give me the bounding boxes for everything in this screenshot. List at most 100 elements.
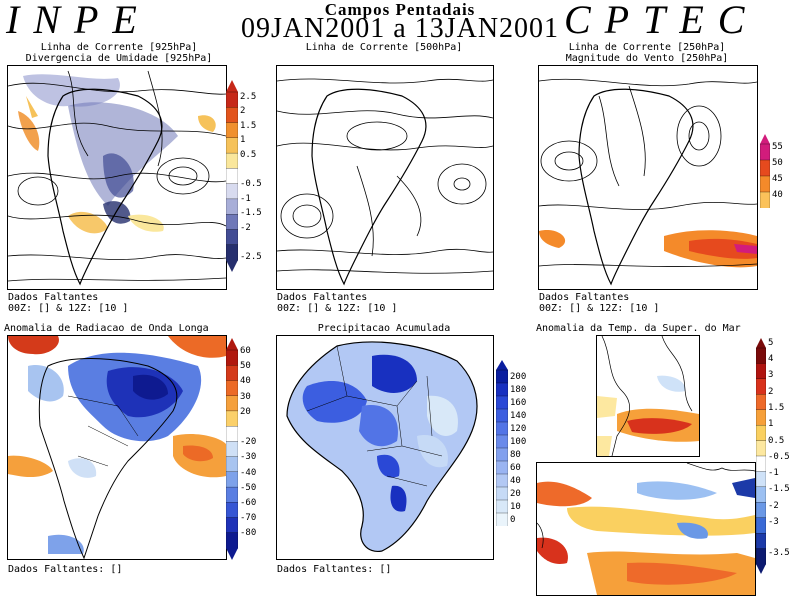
p1-anomaly-fields — [18, 74, 216, 234]
colorbar-cell — [225, 456, 239, 473]
p5-scale-label: 40 — [510, 476, 521, 486]
colorbar-cell — [755, 347, 767, 365]
p4-colorbar-top-arrow — [226, 338, 238, 350]
colorbar-cell — [755, 517, 767, 534]
p4-scale-label: -50 — [240, 483, 257, 493]
colorbar-cell — [225, 183, 239, 200]
colorbar-cell — [755, 486, 767, 503]
colorbar-cell — [755, 440, 767, 457]
colorbar-cell — [495, 460, 509, 475]
p4-scale-label: 50 — [240, 361, 251, 371]
colorbar-cell — [225, 410, 239, 427]
p4-scale-label: -80 — [240, 528, 257, 538]
p5-title: Precipitacao Acumulada — [317, 323, 451, 334]
p2-title: Linha de Corrente [500hPa] — [276, 42, 492, 53]
colorbar-cell — [495, 408, 509, 423]
header-inpe-logo: INPE — [6, 0, 151, 42]
p3-missing-label: Dados Faltantes — [539, 292, 630, 303]
p6-scale-label: -2 — [768, 501, 779, 511]
colorbar-cell — [755, 548, 767, 565]
header-date-range: 09JAN2001 a 13JAN2001 — [180, 14, 620, 44]
p4-missing-label: Dados Faltantes: [] — [8, 564, 123, 575]
p5-scale-label: 0 — [510, 515, 516, 525]
colorbar-cell — [225, 395, 239, 412]
p1-missing-label: Dados Faltantes — [8, 292, 99, 303]
colorbar-cell — [225, 426, 239, 443]
colorbar-cell — [225, 502, 239, 519]
p1-scale-label: 2 — [240, 106, 246, 116]
p3-hours-label: 00Z: [] & 12Z: [10 ] — [539, 303, 660, 314]
colorbar-cell — [225, 349, 239, 366]
p2-map — [276, 65, 494, 290]
p4-scale-label: 60 — [240, 346, 251, 356]
colorbar-cell — [225, 486, 239, 503]
p6-scale-label: -1 — [768, 468, 779, 478]
p1-title-line-1: Linha de Corrente [925hPa] — [40, 42, 198, 53]
colorbar-cell — [755, 455, 767, 473]
colorbar-cell — [755, 532, 767, 550]
p3-title: Linha de Corrente [250hPa] Magnitude do … — [538, 42, 756, 64]
p4-scale-label: 20 — [240, 407, 251, 417]
colorbar-cell — [759, 191, 771, 209]
p5-scale-label: 160 — [510, 398, 527, 408]
colorbar-cell — [495, 421, 509, 436]
p6-pacific-coast — [537, 463, 755, 549]
colorbar-cell — [225, 517, 239, 534]
p6-scale-label: -3.5 — [768, 548, 790, 558]
p6-scale-label: 5 — [768, 338, 774, 348]
p4-title: Anomalia de Radiacao de Onda Longa — [4, 323, 209, 334]
p6-scale-label: -1.5 — [768, 484, 790, 494]
p6-atlantic-fields — [597, 375, 699, 456]
p3-colorbar-top-arrow — [760, 134, 770, 144]
p1-title-line-2: Divergencia de Umidade [925hPa] — [25, 53, 213, 64]
p4-colorbar — [225, 338, 239, 564]
p2-streamlines — [277, 78, 493, 274]
header-cptec-logo: CPTEC — [564, 0, 759, 42]
p1-streamlines — [8, 70, 226, 282]
p4-scale-label: -70 — [240, 513, 257, 523]
p4-colorbar-bottom-arrow — [226, 548, 238, 560]
p5-scale-label: 20 — [510, 489, 521, 499]
colorbar-cell — [225, 380, 239, 397]
colorbar-cell — [495, 382, 509, 397]
p5-scale-label: 100 — [510, 437, 527, 447]
p1-scale-label: -2 — [240, 223, 251, 233]
colorbar-cell — [759, 143, 771, 161]
p3-scale-label: 50 — [772, 158, 783, 168]
p5-colorbar — [495, 360, 509, 530]
colorbar-cell — [495, 473, 509, 488]
colorbar-cell — [495, 369, 509, 384]
colorbar-cell — [495, 499, 509, 514]
date-end: 13JAN2001 — [414, 13, 560, 44]
colorbar-cell — [495, 486, 509, 501]
p1-scale-label: 1.5 — [240, 121, 257, 131]
p5-colorbar-top-arrow — [496, 360, 508, 370]
p5-scale-label: 60 — [510, 463, 521, 473]
p1-scale-label: 1 — [240, 135, 246, 145]
p3-streamlines — [539, 78, 757, 267]
p1-scale-label: 2.5 — [240, 92, 257, 102]
p5-scale-label: 120 — [510, 424, 527, 434]
p4-scale-label: -40 — [240, 468, 257, 478]
p5-scale-label: 80 — [510, 450, 521, 460]
header-title: Campos Pentadais — [324, 0, 476, 19]
colorbar-cell — [225, 365, 239, 382]
p5-scale-label: 140 — [510, 411, 527, 421]
p2-title-line-1: Linha de Corrente [500hPa] — [305, 42, 463, 53]
p6-scale-label: 2 — [768, 387, 774, 397]
colorbar-cell — [225, 471, 239, 488]
colorbar-cell — [495, 434, 509, 449]
p1-map — [7, 65, 227, 290]
colorbar-cell — [225, 168, 239, 185]
colorbar-cell — [755, 502, 767, 519]
p5-scale-label: 10 — [510, 502, 521, 512]
p3-title-line-2: Magnitude do Vento [250hPa] — [565, 53, 729, 64]
colorbar-cell — [755, 424, 767, 442]
p4-scale-label: 30 — [240, 392, 251, 402]
p1-title: Linha de Corrente [925hPa] Divergencia d… — [6, 42, 232, 64]
p4-map — [7, 335, 227, 560]
colorbar-cell — [495, 447, 509, 462]
p2-coastline — [311, 88, 427, 286]
p6-scale-label: -3 — [768, 517, 779, 527]
colorbar-cell — [225, 122, 239, 139]
